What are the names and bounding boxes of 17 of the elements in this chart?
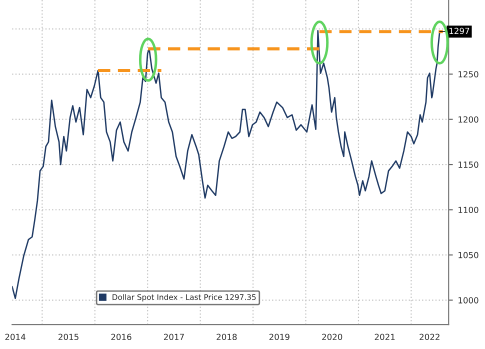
x-tick-label: 2015: [58, 334, 78, 340]
x-tick-label: 2018: [216, 334, 237, 340]
line-series: [12, 30, 440, 300]
x-tick-label: 2017: [164, 334, 184, 340]
y-tick-label: 1000: [458, 297, 478, 304]
x-tick-label: 2014: [5, 334, 26, 340]
x-tick-label: 2019: [269, 334, 290, 340]
x-tick-label: 2021: [374, 334, 395, 340]
x-tick-label: 2022: [420, 334, 440, 340]
y-tick-label: 1250: [458, 71, 478, 78]
x-tick-label: 2020: [322, 334, 342, 340]
annotation: 1297: [450, 28, 470, 34]
y-tick-label: 1200: [458, 116, 478, 123]
y-tick-label: 1050: [458, 252, 478, 258]
x-tick-label: 2016: [111, 334, 132, 340]
y-tick-label: 1100: [458, 206, 478, 214]
y-tick-label: 1150: [458, 162, 478, 168]
